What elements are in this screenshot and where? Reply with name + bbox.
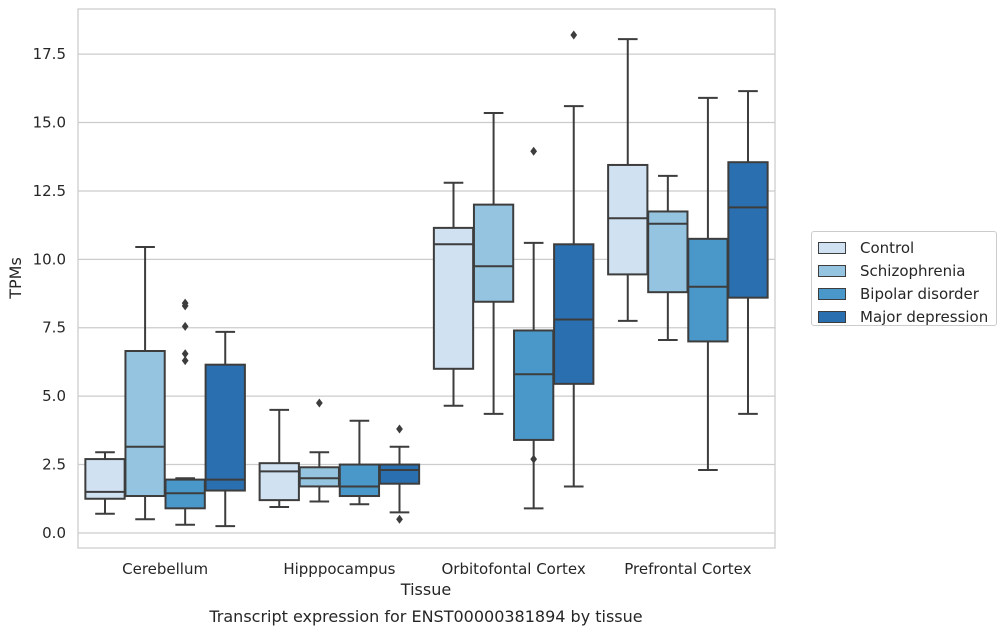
box [124, 246, 166, 521]
box [607, 38, 649, 322]
box [727, 90, 769, 415]
gridlines [78, 53, 775, 534]
legend-label: Control [860, 238, 915, 257]
x-tick-labels: Cerebellum Hipppocampus Orbitofontal Corte… [122, 560, 751, 578]
series-bipolar-disorder [164, 96, 729, 526]
x-tick-label: Hipppocampus [283, 560, 395, 578]
y-tick-labels: 0.0 2.5 5.0 7.5 10.0 12.5 15.0 17.5 [33, 45, 66, 542]
box-body [378, 463, 421, 485]
box [378, 424, 421, 524]
box-body [647, 210, 689, 294]
legend-swatch [818, 287, 846, 300]
box-body [298, 466, 340, 488]
legend-item: Schizophrenia [818, 259, 990, 282]
y-tick-label: 17.5 [33, 45, 66, 63]
legend: Control Schizophrenia Bipolar disorder Majo… [811, 231, 997, 326]
y-tick-label: 12.5 [33, 182, 66, 200]
legend-swatch [818, 310, 846, 323]
outlier-point [181, 349, 189, 359]
outlier-point [396, 424, 403, 434]
x-axis-label: Tissue [400, 580, 451, 599]
legend-item: Control [818, 236, 990, 259]
x-tick-label: Orbitofontal Cortex [442, 560, 586, 578]
box-body [258, 462, 300, 502]
y-tick-label: 10.0 [33, 250, 66, 268]
outlier-point [181, 356, 189, 366]
y-tick-label: 2.5 [42, 456, 66, 474]
plot-frame [77, 8, 776, 549]
legend-item: Bipolar disorder [818, 282, 990, 305]
y-tick-label: 5.0 [42, 387, 66, 405]
outlier-point [570, 30, 578, 40]
legend-swatch [818, 264, 846, 277]
legend-swatch [818, 241, 846, 254]
box [472, 111, 515, 415]
box-body [513, 329, 555, 441]
box-body [607, 163, 649, 276]
outlier-point [396, 514, 403, 524]
series-control [84, 38, 649, 515]
x-tick-label: Cerebellum [122, 560, 208, 578]
legend-label: Bipolar disorder [860, 284, 979, 303]
legend-item: Major depression [818, 305, 990, 328]
box-body [204, 363, 246, 492]
box [553, 30, 595, 488]
box [432, 181, 475, 407]
y-tick-label: 0.0 [42, 524, 66, 542]
y-tick-label: 15.0 [33, 114, 66, 132]
legend-label: Major depression [860, 307, 989, 326]
y-tick-label: 7.5 [42, 319, 66, 337]
outlier-point [181, 298, 189, 308]
outlier-point [181, 321, 189, 331]
y-axis-label: TPMs [6, 257, 25, 300]
box [647, 174, 689, 342]
outlier-point [530, 146, 538, 156]
box-body [432, 226, 475, 370]
box-body [687, 237, 729, 343]
box [204, 330, 246, 528]
box [338, 419, 381, 506]
box-body [727, 161, 769, 299]
box [687, 96, 729, 472]
legend-label: Schizophrenia [860, 261, 966, 280]
figure-caption: Transcript expression for ENST0000038189… [208, 607, 642, 626]
x-tick-label: Prefrontal Cortex [624, 560, 751, 578]
outlier-point [530, 454, 538, 464]
outlier-point [315, 398, 323, 408]
box-body [338, 463, 381, 498]
box-series [84, 30, 769, 528]
box [258, 408, 300, 508]
box [298, 398, 340, 503]
box-body [472, 203, 515, 303]
box [84, 451, 126, 515]
series-schizophrenia [124, 111, 689, 521]
box-body [553, 243, 595, 385]
box [513, 146, 555, 510]
box [164, 298, 206, 526]
series-major-depression [204, 30, 769, 528]
box-body [124, 350, 166, 498]
